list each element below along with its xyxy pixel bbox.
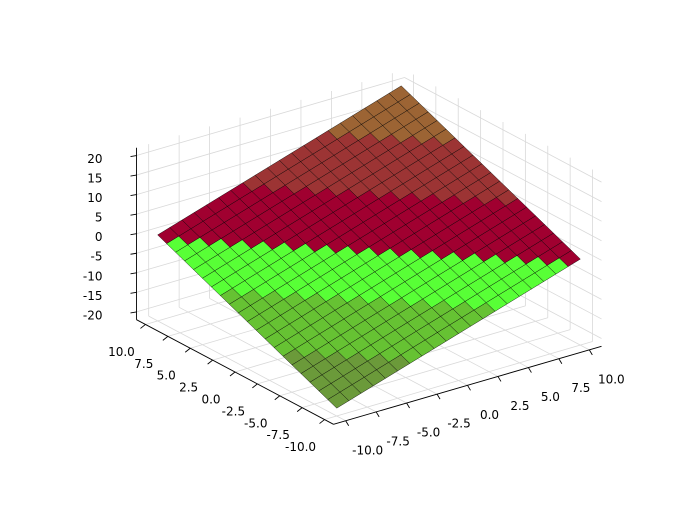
x-tick bbox=[345, 420, 350, 426]
z-tick bbox=[130, 213, 137, 216]
y-tick-label: 10.0 bbox=[108, 345, 135, 359]
y-tick-label: -10.0 bbox=[285, 440, 316, 454]
x-tick bbox=[558, 358, 563, 364]
z-tick-label: 15 bbox=[87, 172, 102, 186]
x-tick-label: -10.0 bbox=[352, 443, 383, 457]
grid-line bbox=[324, 341, 593, 420]
x-tick bbox=[497, 376, 502, 382]
x-tick-label: 2.5 bbox=[510, 399, 529, 413]
y-tick-label: -2.5 bbox=[222, 404, 245, 418]
y-tick-label: 7.5 bbox=[134, 357, 153, 371]
z-tick-label: -20 bbox=[83, 308, 103, 322]
grid-line bbox=[404, 96, 602, 203]
z-tick bbox=[130, 155, 137, 157]
y-tick-label: -5.0 bbox=[244, 416, 267, 430]
y-tick bbox=[184, 347, 191, 353]
y-tick bbox=[207, 359, 213, 365]
y-tick bbox=[296, 407, 303, 413]
x-tick-label: 7.5 bbox=[571, 381, 590, 395]
y-tick bbox=[319, 419, 325, 424]
x-tick bbox=[436, 393, 441, 400]
y-tick-label: -7.5 bbox=[266, 428, 289, 442]
grid-line bbox=[404, 77, 602, 183]
z-tick bbox=[130, 174, 137, 177]
grid-line bbox=[136, 96, 405, 176]
z-tick-label: -15 bbox=[83, 289, 103, 303]
z-tick-label: 0 bbox=[95, 230, 103, 244]
x-tick bbox=[588, 349, 593, 356]
x-tick-label: 5.0 bbox=[541, 390, 560, 404]
x-tick-label: 10.0 bbox=[598, 372, 625, 386]
z-tick-label: 5 bbox=[95, 211, 103, 225]
z-tick-label: -5 bbox=[91, 250, 103, 264]
x-tick-label: 0.0 bbox=[480, 408, 499, 422]
x-tick bbox=[467, 385, 471, 391]
z-tick bbox=[130, 291, 137, 294]
surface-cell bbox=[388, 85, 411, 103]
z-tick-label: -10 bbox=[83, 269, 103, 283]
y-tick bbox=[162, 335, 169, 341]
x-tick-label: -2.5 bbox=[447, 417, 470, 431]
y-tick bbox=[274, 395, 281, 401]
z-tick-label: 20 bbox=[87, 152, 102, 166]
x-tick-label: -7.5 bbox=[386, 434, 409, 448]
z-tick bbox=[130, 233, 137, 236]
y-tick bbox=[252, 383, 258, 389]
y-tick-label: 5.0 bbox=[157, 369, 176, 383]
y-tick-label: 2.5 bbox=[179, 381, 198, 395]
y-tick bbox=[140, 324, 146, 329]
x-tick bbox=[406, 402, 410, 409]
z-tick bbox=[130, 252, 137, 255]
z-tick bbox=[130, 272, 137, 275]
x-tick bbox=[528, 367, 532, 373]
z-tick-label: 10 bbox=[87, 191, 102, 205]
z-tick bbox=[130, 194, 137, 197]
y-tick-label: 0.0 bbox=[201, 393, 220, 407]
y-tick bbox=[229, 371, 236, 377]
z-tick bbox=[130, 311, 137, 314]
x-tick-label: -5.0 bbox=[417, 426, 440, 440]
grid-line bbox=[136, 77, 405, 156]
x-tick bbox=[375, 411, 380, 418]
